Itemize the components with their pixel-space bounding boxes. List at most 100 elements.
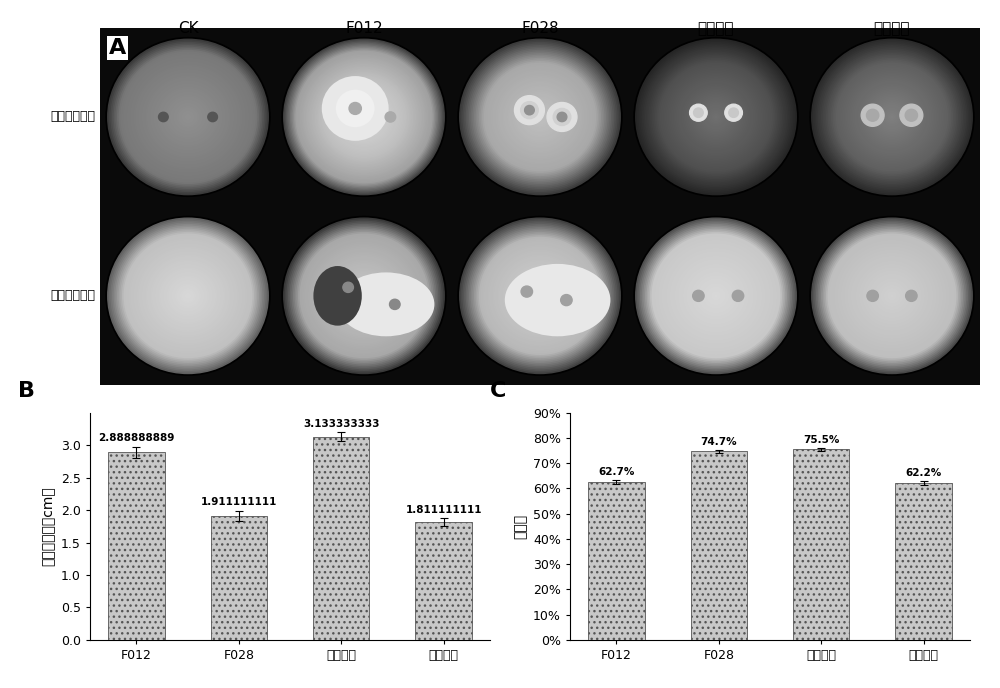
Circle shape: [869, 94, 915, 140]
Circle shape: [170, 99, 206, 135]
Circle shape: [477, 235, 603, 356]
Circle shape: [176, 285, 200, 307]
Y-axis label: 抑菌圈直径（cm）: 抑菌圈直径（cm）: [41, 486, 55, 566]
Circle shape: [849, 76, 935, 158]
Circle shape: [356, 109, 372, 125]
Circle shape: [390, 299, 400, 310]
Y-axis label: 抑菌率: 抑菌率: [513, 514, 527, 539]
Circle shape: [148, 257, 228, 334]
Circle shape: [462, 221, 618, 371]
Circle shape: [836, 63, 948, 171]
Circle shape: [320, 74, 408, 160]
Circle shape: [290, 224, 438, 368]
Circle shape: [814, 42, 970, 192]
Circle shape: [112, 43, 264, 191]
Circle shape: [133, 64, 243, 170]
Circle shape: [147, 77, 229, 157]
Circle shape: [287, 43, 441, 191]
Circle shape: [645, 227, 787, 365]
Circle shape: [290, 45, 438, 189]
Circle shape: [349, 103, 361, 114]
Circle shape: [661, 243, 771, 349]
Circle shape: [837, 64, 947, 170]
Circle shape: [499, 77, 581, 157]
Circle shape: [481, 238, 599, 354]
Circle shape: [175, 104, 201, 130]
Circle shape: [849, 255, 935, 337]
Circle shape: [334, 267, 394, 325]
Circle shape: [361, 114, 367, 120]
Circle shape: [167, 96, 209, 138]
Circle shape: [158, 88, 218, 146]
Circle shape: [507, 85, 573, 149]
Circle shape: [660, 241, 772, 350]
Circle shape: [326, 259, 402, 332]
Text: A: A: [109, 39, 126, 58]
Circle shape: [138, 248, 238, 344]
Circle shape: [505, 262, 575, 330]
Circle shape: [130, 240, 246, 352]
Circle shape: [816, 222, 968, 369]
Circle shape: [658, 240, 774, 352]
Circle shape: [137, 246, 239, 345]
Circle shape: [839, 245, 945, 347]
Circle shape: [341, 94, 387, 140]
Circle shape: [704, 285, 728, 307]
Circle shape: [706, 107, 726, 127]
Circle shape: [334, 88, 394, 146]
Circle shape: [295, 228, 433, 363]
Circle shape: [183, 112, 193, 122]
Circle shape: [647, 228, 785, 363]
Circle shape: [533, 111, 547, 123]
Circle shape: [159, 112, 168, 122]
Circle shape: [879, 104, 905, 130]
Circle shape: [495, 252, 585, 339]
Circle shape: [129, 59, 247, 175]
Circle shape: [828, 233, 956, 358]
Circle shape: [294, 50, 434, 184]
Circle shape: [666, 248, 766, 344]
Circle shape: [675, 256, 757, 336]
Circle shape: [665, 246, 767, 345]
Circle shape: [502, 259, 578, 332]
Circle shape: [814, 221, 970, 371]
Circle shape: [109, 219, 267, 373]
Circle shape: [281, 37, 447, 197]
Circle shape: [530, 286, 550, 305]
Circle shape: [637, 219, 795, 373]
Circle shape: [125, 56, 251, 178]
Circle shape: [331, 85, 397, 149]
Circle shape: [133, 243, 243, 349]
Circle shape: [295, 50, 433, 184]
Circle shape: [884, 288, 900, 304]
Circle shape: [343, 97, 385, 137]
Circle shape: [309, 243, 419, 349]
Text: 发酵混合: 发酵混合: [874, 21, 910, 36]
Circle shape: [538, 294, 542, 297]
Circle shape: [517, 273, 563, 319]
Circle shape: [332, 87, 396, 147]
Circle shape: [489, 246, 591, 345]
Circle shape: [690, 104, 707, 121]
Circle shape: [527, 104, 553, 130]
Circle shape: [490, 248, 590, 344]
Circle shape: [859, 264, 925, 327]
Circle shape: [681, 262, 751, 330]
Circle shape: [500, 78, 580, 155]
Circle shape: [885, 290, 899, 302]
Circle shape: [300, 54, 428, 180]
Circle shape: [504, 82, 576, 152]
Circle shape: [122, 53, 254, 181]
Circle shape: [308, 63, 420, 171]
Circle shape: [494, 251, 586, 341]
Circle shape: [293, 48, 435, 186]
Circle shape: [494, 72, 586, 162]
Circle shape: [474, 53, 606, 181]
Circle shape: [834, 61, 950, 173]
Circle shape: [859, 85, 925, 149]
Circle shape: [163, 272, 213, 320]
Circle shape: [317, 72, 411, 162]
Circle shape: [124, 54, 252, 180]
Circle shape: [142, 251, 234, 341]
Circle shape: [648, 230, 784, 361]
